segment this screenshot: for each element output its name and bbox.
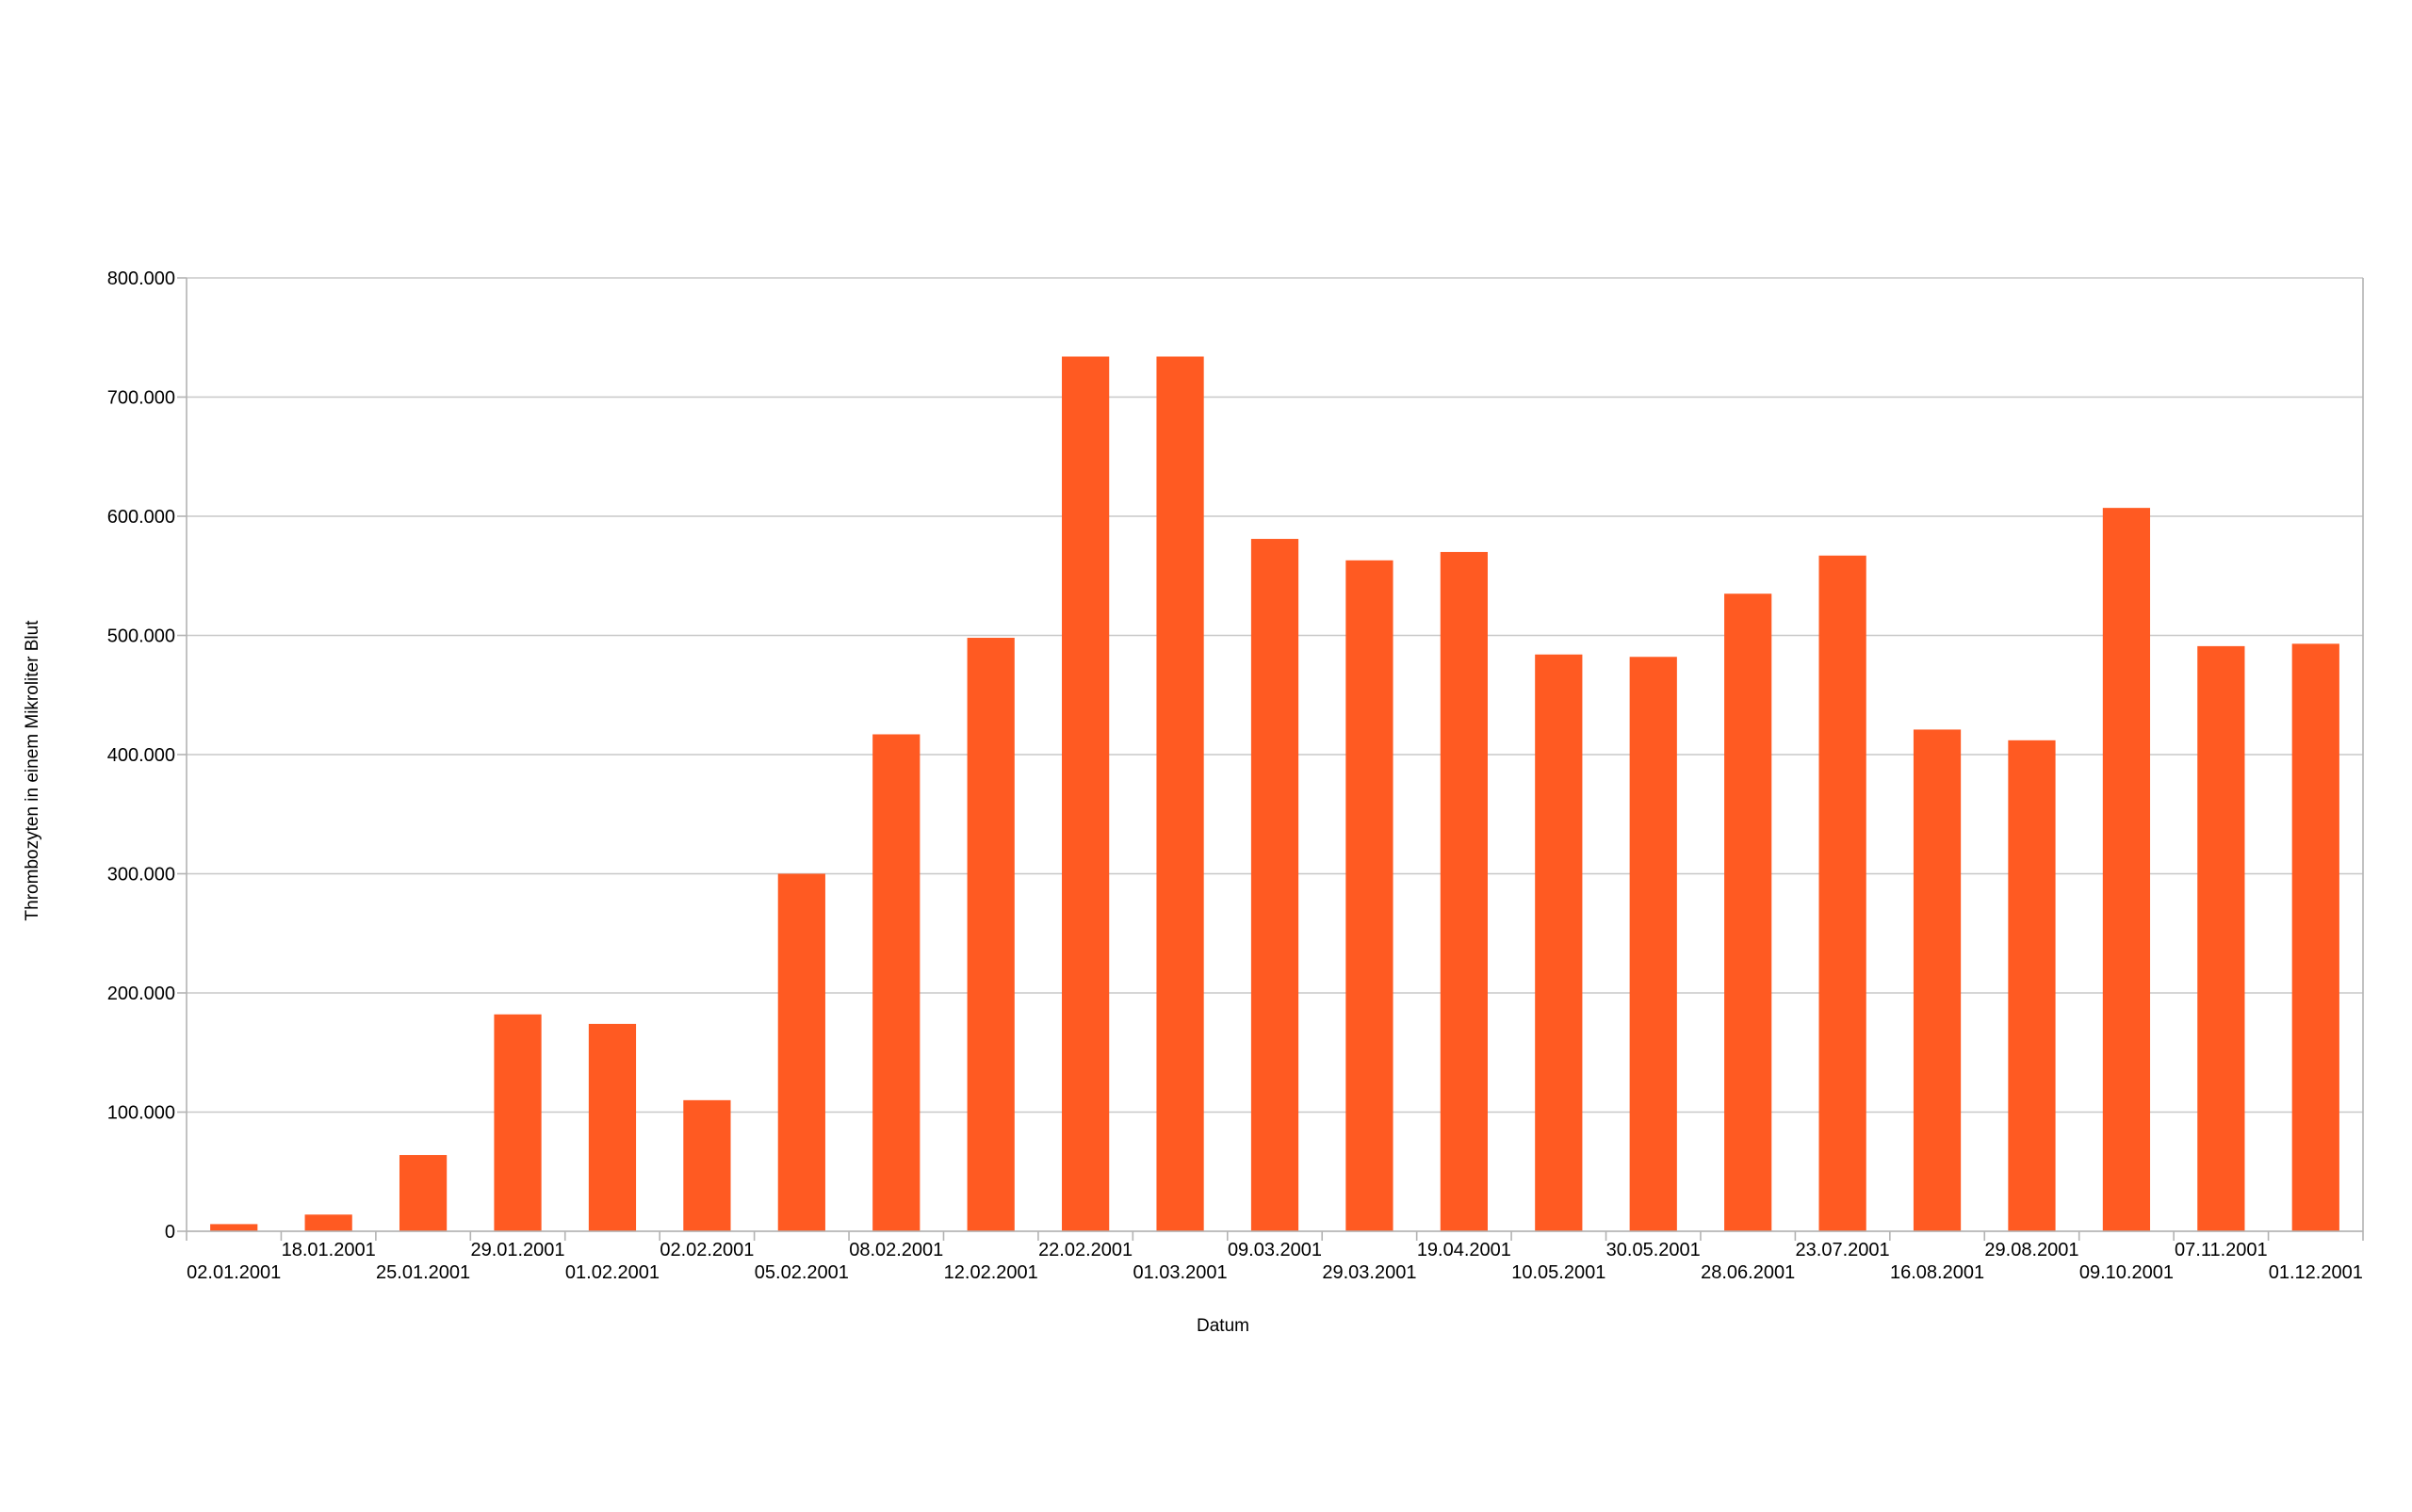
y-tick-label: 400.000 <box>107 745 175 766</box>
y-tick-label: 200.000 <box>107 984 175 1004</box>
x-tick-label: 23.07.2001 <box>1796 1240 1890 1260</box>
y-tick-label: 800.000 <box>107 268 175 289</box>
bar <box>2291 643 2339 1231</box>
bars <box>210 356 2339 1231</box>
axes <box>186 278 2364 1241</box>
bar <box>1724 593 1772 1231</box>
x-tick-label: 29.01.2001 <box>470 1240 564 1260</box>
y-tick-label: 300.000 <box>107 865 175 886</box>
bar <box>1629 657 1677 1231</box>
x-tick-label: 01.02.2001 <box>565 1262 660 1283</box>
x-tick-label: 02.02.2001 <box>660 1240 754 1260</box>
bar <box>1250 539 1299 1231</box>
bar <box>588 1023 637 1231</box>
y-tick-label: 0 <box>165 1222 175 1243</box>
y-tick-label: 600.000 <box>107 507 175 528</box>
bar <box>1440 551 1488 1231</box>
x-tick-label: 29.03.2001 <box>1322 1262 1416 1283</box>
y-axis-title: Thrombozyten in einem Mikroliter Blut <box>23 620 42 921</box>
bar <box>777 873 825 1231</box>
bar <box>304 1214 352 1231</box>
bar <box>2197 645 2245 1231</box>
bar <box>1913 729 1962 1231</box>
x-tick-label: 07.11.2001 <box>2175 1240 2268 1260</box>
x-tick-label: 08.02.2001 <box>849 1240 943 1260</box>
x-tick-label: 10.05.2001 <box>1511 1262 1605 1283</box>
bar <box>683 1099 731 1231</box>
bar <box>967 638 1015 1231</box>
x-tick-label: 29.08.2001 <box>1984 1240 2078 1260</box>
x-tick-label: 30.05.2001 <box>1606 1240 1701 1260</box>
bar <box>399 1155 448 1231</box>
x-tick-label: 25.01.2001 <box>376 1262 470 1283</box>
bar <box>1062 356 1110 1231</box>
x-tick-label: 09.03.2001 <box>1228 1240 1322 1260</box>
y-tick-label: 700.000 <box>107 388 175 409</box>
bar <box>2102 508 2151 1231</box>
bar <box>872 734 921 1231</box>
x-tick-label: 02.01.2001 <box>187 1262 281 1283</box>
bar <box>1818 555 1866 1231</box>
x-tick-label: 12.02.2001 <box>944 1262 1038 1283</box>
x-tick-label: 18.01.2001 <box>282 1240 376 1260</box>
x-tick-label: 16.08.2001 <box>1890 1262 1984 1283</box>
bar <box>2008 740 2056 1231</box>
y-tick-label: 100.000 <box>107 1103 175 1124</box>
bar <box>494 1014 542 1231</box>
x-tick-label: 01.03.2001 <box>1133 1262 1228 1283</box>
bar <box>1156 356 1204 1231</box>
x-tick-label: 28.06.2001 <box>1701 1262 1795 1283</box>
x-tick-label: 05.02.2001 <box>755 1262 849 1283</box>
y-tick-labels: 0 100.000 200.000 300.000 400.000 500.000 600.… <box>107 268 175 1243</box>
bar <box>210 1224 258 1231</box>
x-tick-label: 22.02.2001 <box>1038 1240 1133 1260</box>
x-tick-labels: 02.01.200118.01.200125.01.200129.01.2001… <box>187 1240 2363 1283</box>
bar <box>1345 560 1393 1231</box>
x-tick-label: 19.04.2001 <box>1417 1240 1511 1260</box>
y-tick-label: 500.000 <box>107 626 175 647</box>
x-tick-label: 01.12.2001 <box>2269 1262 2363 1283</box>
bar <box>1535 654 1583 1231</box>
x-axis-title: Datum <box>1197 1316 1249 1336</box>
x-tick-label: 09.10.2001 <box>2079 1262 2174 1283</box>
